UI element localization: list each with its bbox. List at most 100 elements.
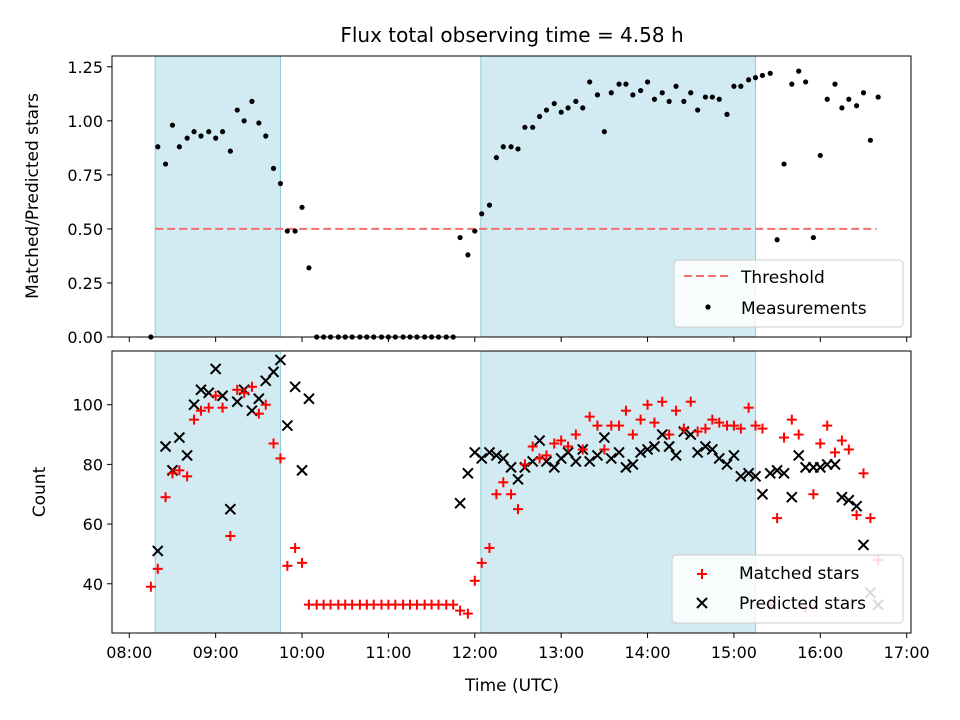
measurement-point bbox=[176, 144, 182, 150]
matched-star-point bbox=[786, 414, 797, 425]
x-tick-label: 17:00 bbox=[884, 643, 930, 662]
matched-legend-swatch bbox=[697, 569, 707, 579]
measurement-point bbox=[256, 120, 262, 126]
matched-star-point bbox=[203, 402, 214, 413]
matched-star-point bbox=[167, 468, 178, 479]
predicted-star-point bbox=[721, 458, 733, 471]
matched-star-point bbox=[290, 542, 301, 553]
bottom-y-axis-label: Count bbox=[30, 466, 50, 517]
predicted-star-point bbox=[490, 449, 503, 462]
predicted-star-point bbox=[656, 428, 668, 441]
predicted-star-point bbox=[562, 446, 574, 459]
measurements-legend-swatch bbox=[705, 304, 711, 310]
bottom-y-tick-label: 40 bbox=[83, 575, 103, 594]
predicted-star-point bbox=[181, 449, 193, 462]
predicted-star-point bbox=[505, 461, 517, 474]
matched-star-point bbox=[779, 432, 790, 443]
predicted-star-point bbox=[706, 443, 719, 456]
matched-star-point bbox=[577, 444, 588, 455]
top-y-axis-label: Matched/Predicted stars bbox=[23, 93, 43, 299]
matched-star-point bbox=[750, 420, 761, 431]
measurement-point bbox=[774, 237, 780, 243]
matched-star-point bbox=[491, 489, 502, 500]
measurement-point bbox=[213, 135, 219, 141]
predicted-star-point bbox=[570, 455, 582, 468]
matched-star-point bbox=[469, 575, 480, 586]
matched-star-point bbox=[174, 465, 185, 476]
predicted-star-point bbox=[260, 375, 272, 387]
matched-star-point bbox=[657, 396, 668, 407]
measurement-point bbox=[695, 107, 701, 113]
predicted-star-point bbox=[159, 440, 172, 453]
x-tick-label: 08:00 bbox=[106, 643, 152, 662]
measurement-point bbox=[638, 87, 644, 94]
measurement-point bbox=[299, 204, 305, 210]
measurement-point bbox=[860, 90, 867, 96]
matched-star-point bbox=[253, 408, 264, 419]
measurement-point bbox=[630, 92, 636, 98]
top-y-tick-label: 0.25 bbox=[67, 274, 103, 293]
x-tick-label: 09:00 bbox=[193, 643, 239, 662]
matched-star-point bbox=[210, 390, 221, 401]
predicted-star-point bbox=[670, 449, 682, 462]
matched-star-point bbox=[570, 429, 581, 440]
measurement-point bbox=[601, 129, 607, 135]
measurement-point bbox=[810, 234, 816, 241]
bottom-observing-span-1 bbox=[154, 350, 281, 634]
measurement-point bbox=[457, 234, 463, 241]
measurement-point bbox=[789, 81, 795, 87]
top-y-tick-label: 1.25 bbox=[67, 58, 103, 77]
measurement-point bbox=[767, 70, 773, 76]
measurement-point bbox=[716, 96, 722, 102]
predicted-star-point bbox=[627, 458, 639, 471]
matched-star-point bbox=[268, 438, 279, 449]
predicted-star-point bbox=[209, 363, 222, 375]
predicted-star-point bbox=[663, 440, 675, 453]
matched-star-point bbox=[714, 417, 725, 428]
bottom-axes-frame bbox=[111, 350, 912, 634]
top-axes-frame bbox=[111, 55, 912, 338]
top-legend: Threshold Measurements bbox=[673, 259, 904, 328]
matched-star-point bbox=[498, 477, 509, 488]
matched-star-point bbox=[685, 396, 696, 407]
measurement-point bbox=[522, 124, 528, 130]
measurement-point bbox=[162, 161, 169, 167]
matched-star-point bbox=[455, 605, 466, 616]
bottom-legend: Matched stars Predicted stars bbox=[671, 554, 904, 624]
predicted-star-point bbox=[728, 449, 740, 462]
measurement-point bbox=[673, 83, 679, 89]
measurement-point bbox=[752, 75, 759, 81]
predicted-star-point bbox=[857, 539, 870, 551]
matched-star-point bbox=[282, 560, 293, 571]
measurement-point bbox=[184, 135, 190, 141]
measurement-point bbox=[169, 122, 176, 128]
measurement-point bbox=[551, 100, 557, 107]
matched-star-point bbox=[614, 420, 625, 431]
measurement-point bbox=[709, 94, 715, 100]
top-axis-ticks: 0.00 0.25 0.50 0.75 1.00 1.25 bbox=[67, 58, 908, 347]
matched-star-point bbox=[584, 411, 595, 422]
measurement-point bbox=[306, 265, 312, 271]
predicted-star-point bbox=[548, 461, 560, 474]
measurement-point bbox=[530, 124, 536, 130]
x-tick-label: 11:00 bbox=[365, 643, 411, 662]
measurement-point bbox=[759, 72, 766, 79]
predicted-star-point bbox=[512, 473, 524, 486]
predicted-star-point bbox=[475, 452, 488, 465]
matched-star-point bbox=[260, 399, 271, 410]
measurement-point bbox=[781, 161, 787, 167]
measurement-point bbox=[241, 118, 247, 124]
measurement-point bbox=[277, 180, 284, 187]
matched-star-point bbox=[195, 405, 206, 416]
measurement-point bbox=[472, 228, 478, 234]
matched-star-point bbox=[772, 513, 783, 524]
measurement-point bbox=[493, 154, 499, 161]
bottom-y-tick-label: 60 bbox=[83, 515, 103, 534]
measurement-point bbox=[666, 98, 672, 104]
measurement-point bbox=[681, 98, 687, 104]
predicted-star-point bbox=[836, 491, 848, 503]
measurement-point bbox=[803, 79, 809, 85]
predicted-star-point bbox=[764, 467, 776, 480]
bottom-y-tick-label: 80 bbox=[83, 455, 103, 474]
predicted-star-point bbox=[454, 497, 466, 509]
